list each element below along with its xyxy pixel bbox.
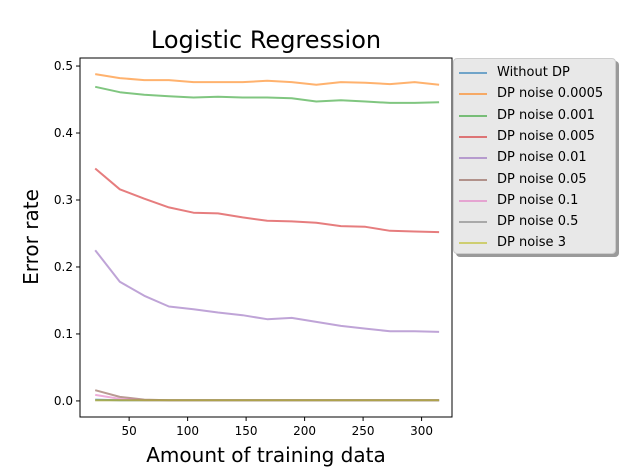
x-tick-label-4: 250: [352, 424, 375, 438]
legend-item-5: DP noise 0.05: [454, 169, 615, 190]
x-tick-label-0: 50: [121, 424, 136, 438]
legend-label: DP noise 3: [497, 235, 566, 251]
legend-label: DP noise 0.01: [497, 150, 587, 166]
chart-title: Logistic Regression: [151, 26, 381, 54]
y-tick-label-3: 0.3: [54, 193, 73, 207]
x-axis-label: Amount of training data: [146, 443, 385, 467]
legend-swatch: [459, 72, 487, 74]
legend-label: DP noise 0.5: [497, 214, 579, 230]
x-tick-label-5: 300: [410, 424, 433, 438]
legend-item-1: DP noise 0.0005: [454, 83, 615, 104]
legend-swatch: [459, 178, 487, 181]
legend-item-8: DP noise 3: [454, 232, 615, 253]
legend-item-3: DP noise 0.005: [454, 126, 615, 147]
legend-swatch: [459, 157, 487, 160]
legend-label: DP noise 0.0005: [497, 86, 604, 102]
plot-lines: [94, 73, 440, 402]
legend-label: DP noise 0.005: [497, 128, 595, 144]
chart-legend: Without DP DP noise 0.0005 DP noise 0.001 D…: [453, 58, 616, 254]
legend-swatch: [459, 221, 487, 224]
legend-swatch: [459, 135, 487, 138]
legend-label: Without DP: [497, 65, 570, 80]
y-tick-label-1: 0.1: [54, 327, 73, 341]
y-tick-label-0: 0.0: [54, 394, 73, 408]
y-axis: 0.0 0.1 0.2 0.3 0.4 0.5: [54, 59, 80, 408]
y-tick-label-2: 0.2: [54, 260, 73, 274]
series-line-2: [94, 85, 440, 104]
y-axis-label: Error rate: [19, 189, 43, 285]
legend-item-0: Without DP: [454, 62, 615, 83]
legend-item-4: DP noise 0.01: [454, 147, 615, 168]
series-line-3: [94, 167, 440, 234]
x-axis: 50 100 150 200 250 300: [121, 417, 433, 438]
y-tick-label-5: 0.5: [54, 59, 73, 73]
legend-swatch: [459, 199, 487, 202]
x-tick-label-3: 200: [293, 424, 316, 438]
y-tick-label-4: 0.4: [54, 126, 73, 140]
legend-item-7: DP noise 0.5: [454, 211, 615, 232]
x-tick-label-1: 100: [176, 424, 199, 438]
plot-frame: [79, 57, 453, 418]
legend-label: DP noise 0.1: [497, 192, 579, 208]
series-line-1: [95, 73, 440, 86]
legend-swatch: [459, 114, 487, 117]
legend-label: DP noise 0.001: [497, 107, 595, 123]
x-tick-label-2: 150: [235, 424, 258, 438]
legend-label: DP noise 0.05: [497, 171, 587, 187]
legend-swatch: [459, 242, 487, 245]
series-line-5: [94, 389, 440, 402]
legend-item-6: DP noise 0.1: [454, 190, 615, 211]
legend-swatch: [459, 93, 487, 96]
series-line-4: [94, 249, 440, 333]
legend-item-2: DP noise 0.001: [454, 105, 615, 126]
